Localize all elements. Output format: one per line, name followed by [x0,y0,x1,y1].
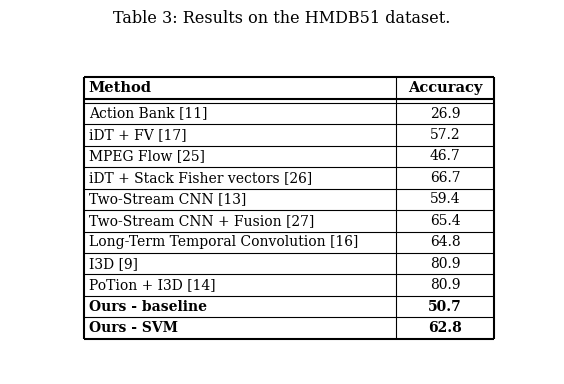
Text: MPEG Flow [25]: MPEG Flow [25] [89,149,205,164]
Text: Table 3: Results on the HMDB51 dataset.: Table 3: Results on the HMDB51 dataset. [113,10,451,26]
Text: Long-Term Temporal Convolution [16]: Long-Term Temporal Convolution [16] [89,235,358,249]
Text: 62.8: 62.8 [428,321,462,335]
Text: 50.7: 50.7 [428,300,462,314]
Text: Ours - baseline: Ours - baseline [89,300,207,314]
Text: 59.4: 59.4 [430,192,460,206]
Text: Two-Stream CNN + Fusion [27]: Two-Stream CNN + Fusion [27] [89,214,314,228]
Text: 46.7: 46.7 [430,149,461,164]
Text: 80.9: 80.9 [430,257,460,271]
Text: iDT + Stack Fisher vectors [26]: iDT + Stack Fisher vectors [26] [89,171,312,185]
Text: PoTion + I3D [14]: PoTion + I3D [14] [89,278,215,292]
Text: Two-Stream CNN [13]: Two-Stream CNN [13] [89,192,246,206]
Text: Ours - SVM: Ours - SVM [89,321,178,335]
Text: 64.8: 64.8 [430,235,460,249]
Text: Accuracy: Accuracy [408,81,482,95]
Text: 66.7: 66.7 [430,171,460,185]
Text: 57.2: 57.2 [430,128,460,142]
Text: Method: Method [89,81,152,95]
Text: Action Bank [11]: Action Bank [11] [89,106,208,121]
Text: I3D [9]: I3D [9] [89,257,138,271]
Text: iDT + FV [17]: iDT + FV [17] [89,128,187,142]
Text: 80.9: 80.9 [430,278,460,292]
Text: 65.4: 65.4 [430,214,460,228]
Text: 26.9: 26.9 [430,106,460,121]
